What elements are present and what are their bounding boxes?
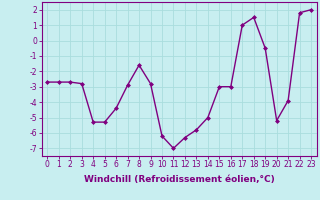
X-axis label: Windchill (Refroidissement éolien,°C): Windchill (Refroidissement éolien,°C): [84, 175, 275, 184]
